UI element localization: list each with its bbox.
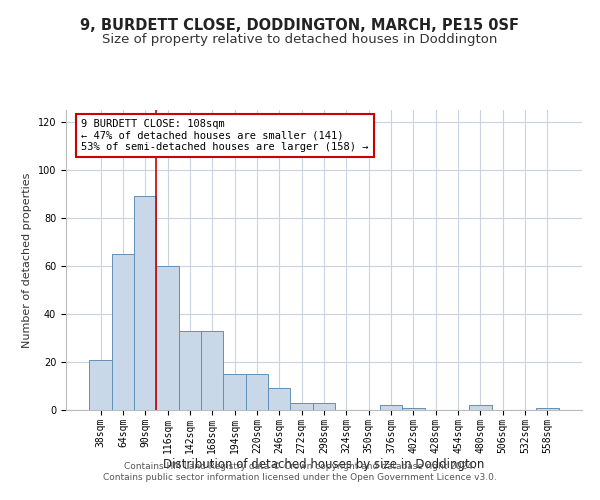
- Text: 9, BURDETT CLOSE, DODDINGTON, MARCH, PE15 0SF: 9, BURDETT CLOSE, DODDINGTON, MARCH, PE1…: [80, 18, 520, 32]
- Text: 9 BURDETT CLOSE: 108sqm
← 47% of detached houses are smaller (141)
53% of semi-d: 9 BURDETT CLOSE: 108sqm ← 47% of detache…: [82, 119, 369, 152]
- Bar: [112, 254, 134, 410]
- Bar: [268, 388, 290, 410]
- Bar: [380, 405, 402, 410]
- Bar: [179, 331, 201, 410]
- Bar: [313, 403, 335, 410]
- Text: Contains HM Land Registry data © Crown copyright and database right 2024.
Contai: Contains HM Land Registry data © Crown c…: [103, 462, 497, 482]
- Bar: [134, 196, 157, 410]
- X-axis label: Distribution of detached houses by size in Doddington: Distribution of detached houses by size …: [163, 458, 485, 471]
- Bar: [246, 374, 268, 410]
- Bar: [290, 403, 313, 410]
- Bar: [223, 374, 246, 410]
- Bar: [402, 408, 425, 410]
- Bar: [536, 408, 559, 410]
- Bar: [157, 266, 179, 410]
- Bar: [469, 405, 491, 410]
- Y-axis label: Number of detached properties: Number of detached properties: [22, 172, 32, 348]
- Bar: [201, 331, 223, 410]
- Text: Size of property relative to detached houses in Doddington: Size of property relative to detached ho…: [103, 32, 497, 46]
- Bar: [89, 360, 112, 410]
